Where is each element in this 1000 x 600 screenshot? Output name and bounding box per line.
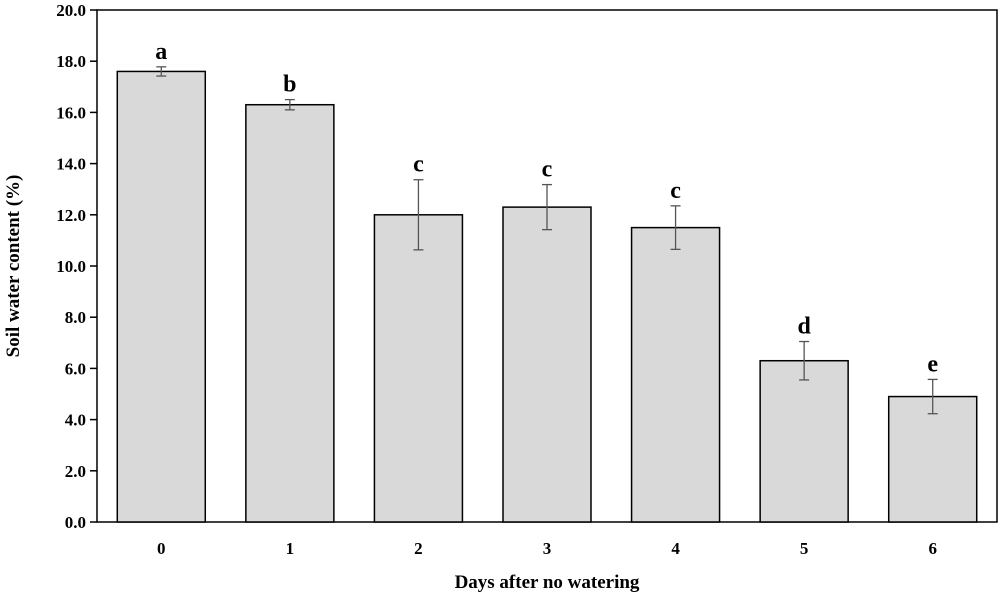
x-tick-label: 3	[543, 539, 552, 558]
x-axis-label: Days after no watering	[455, 572, 640, 593]
x-tick-label: 5	[800, 539, 809, 558]
bar	[630, 226, 721, 523]
bar	[116, 70, 207, 523]
significance-letter: a	[155, 39, 167, 65]
y-tick-label: 0.0	[65, 513, 86, 532]
y-tick-label: 12.0	[56, 206, 86, 225]
y-tick-label: 14.0	[56, 155, 86, 174]
significance-letter: e	[927, 351, 938, 377]
y-tick-label: 18.0	[56, 52, 86, 71]
y-axis-label: Soil water content (%)	[3, 175, 24, 358]
bar	[759, 359, 849, 523]
bar	[502, 206, 592, 523]
y-tick-label: 16.0	[56, 103, 86, 122]
x-tick-label: 2	[414, 539, 423, 558]
x-tick-label: 1	[286, 539, 295, 558]
significance-letter: c	[413, 152, 424, 178]
x-tick-label: 4	[671, 539, 680, 558]
bar	[887, 395, 978, 523]
significance-letter: d	[797, 314, 811, 340]
significance-letter: b	[283, 72, 296, 98]
y-tick-label: 6.0	[65, 359, 86, 378]
y-tick-label: 10.0	[56, 257, 86, 276]
bar	[373, 214, 464, 523]
y-tick-label: 4.0	[65, 411, 86, 430]
significance-letter: c	[670, 178, 681, 204]
y-tick-label: 2.0	[65, 462, 86, 481]
x-tick-label: 0	[157, 539, 166, 558]
y-tick-label: 20.0	[56, 1, 86, 20]
significance-letter: c	[542, 157, 553, 183]
y-tick-label: 8.0	[65, 308, 86, 327]
x-tick-label: 6	[928, 539, 937, 558]
bar	[245, 103, 335, 523]
